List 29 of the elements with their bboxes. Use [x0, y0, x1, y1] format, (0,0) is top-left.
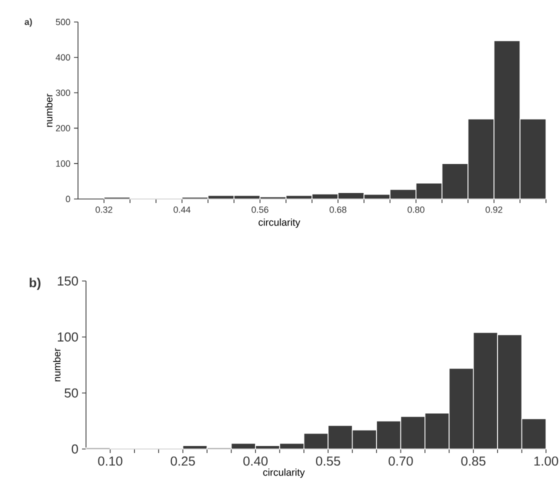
x-tick-label: 0.10 [98, 456, 122, 466]
x-tick-label: 0.32 [96, 206, 112, 213]
x-axis-title: circularity [258, 218, 300, 228]
y-tick-label: 50 [64, 388, 78, 398]
text: a) [24, 18, 32, 27]
y-axis-title: number [45, 94, 52, 127]
x-tick-label: 0.92 [486, 206, 502, 213]
y-tick-label: 400 [56, 54, 70, 61]
y-tick-label: 0 [72, 444, 78, 454]
text: b) [30, 278, 40, 290]
x-tick-label: 0.80 [408, 206, 424, 213]
x-tick-label: 0.44 [174, 206, 190, 213]
x-tick-label: 1.00 [534, 456, 558, 466]
y-tick-label: 300 [56, 90, 70, 96]
y-axis-title: number [53, 348, 60, 382]
x-tick-label: 0.56 [252, 206, 268, 213]
y-tick-label: 100 [58, 332, 78, 342]
x-tick-label: 0.85 [461, 456, 486, 466]
x-tick-label: 0.25 [170, 456, 195, 466]
y-tick-label: 150 [58, 276, 78, 286]
y-tick-label: 200 [56, 125, 70, 132]
x-tick-label: 0.68 [330, 206, 346, 213]
y-tick-label: 0 [66, 196, 70, 202]
y-tick-label: 500 [56, 18, 70, 26]
y-tick-label: 100 [56, 160, 70, 167]
x-axis-title: circularity [263, 468, 305, 478]
x-tick-label: 0.55 [316, 456, 340, 466]
x-tick-label: 0.40 [243, 456, 268, 466]
x-tick-label: 0.70 [388, 456, 413, 466]
